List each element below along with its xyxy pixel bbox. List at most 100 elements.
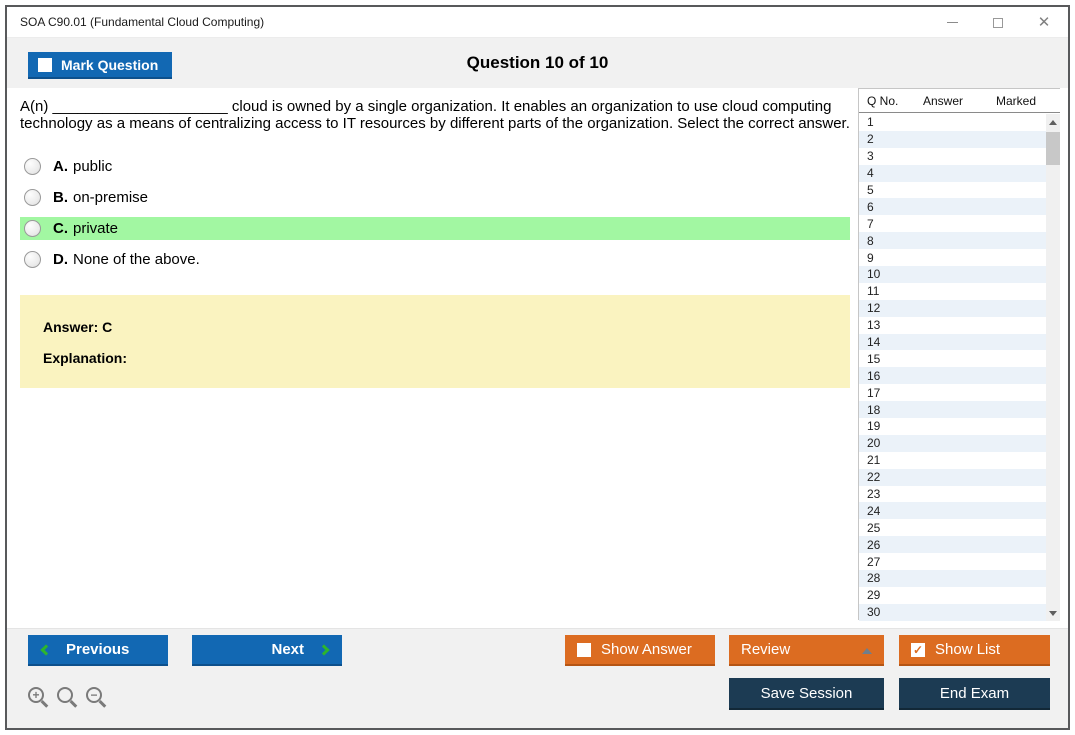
- option-b-row[interactable]: B. on-premise: [20, 186, 850, 209]
- cell-c-qno: 18: [867, 402, 881, 417]
- explanation-label: Explanation:: [43, 350, 128, 366]
- cell-c-qno: 2: [867, 132, 874, 147]
- window-controls: ✕: [944, 7, 1052, 38]
- question-list-row[interactable]: 2: [859, 130, 1047, 148]
- question-list-row[interactable]: 21: [859, 452, 1047, 469]
- save-session-button[interactable]: Save Session: [729, 678, 884, 710]
- question-list-row[interactable]: 28: [859, 570, 1047, 587]
- option-c-radio[interactable]: [24, 220, 41, 237]
- question-list-row[interactable]: 3: [859, 148, 1047, 165]
- cell-c-qno: 28: [867, 571, 881, 586]
- question-list-scrollbar[interactable]: [1046, 114, 1060, 621]
- cell-c-qno: 27: [867, 554, 881, 569]
- question-list-row[interactable]: 5: [859, 182, 1047, 199]
- cell-c-qno: 23: [867, 487, 881, 502]
- review-label: Review: [741, 641, 791, 658]
- option-d-row[interactable]: D. None of the above.: [20, 248, 850, 271]
- question-list-panel: Q No. Answer Marked 1 2 3 4 5 6 7 8 9 10 11 12 13 14 1…: [858, 88, 1060, 621]
- previous-button[interactable]: Previous: [28, 635, 168, 666]
- show-answer-button[interactable]: Show Answer: [565, 635, 715, 666]
- question-list-row[interactable]: 22: [859, 468, 1047, 486]
- option-text: None of the above.: [73, 251, 200, 268]
- question-list-row[interactable]: 20: [859, 434, 1047, 452]
- next-button[interactable]: Next: [192, 635, 342, 666]
- cell-c-qno: 25: [867, 520, 881, 535]
- question-list-row[interactable]: 18: [859, 401, 1047, 419]
- option-text: private: [73, 220, 119, 237]
- question-list-row[interactable]: 1: [859, 114, 1047, 131]
- question-list-row[interactable]: 25: [859, 519, 1047, 536]
- zoom-out-icon[interactable]: −: [86, 687, 102, 703]
- scroll-up-icon[interactable]: [1046, 114, 1060, 130]
- question-list-row[interactable]: 19: [859, 418, 1047, 435]
- chevron-up-icon: [862, 648, 872, 654]
- option-letter: A.: [53, 158, 68, 175]
- cell-c-qno: 16: [867, 368, 881, 383]
- question-list-row[interactable]: 12: [859, 299, 1047, 317]
- question-list-row[interactable]: 17: [859, 384, 1047, 401]
- zoom-in-icon[interactable]: +: [28, 687, 44, 703]
- answer-box: Answer: C Explanation:: [20, 295, 850, 388]
- cell-c-qno: 19: [867, 419, 881, 434]
- end-exam-button[interactable]: End Exam: [899, 678, 1050, 710]
- question-list-row[interactable]: 8: [859, 232, 1047, 250]
- mark-question-checkbox[interactable]: [38, 57, 52, 72]
- question-list-row[interactable]: 10: [859, 266, 1047, 283]
- option-a-radio[interactable]: [24, 158, 41, 175]
- scrollbar-thumb[interactable]: [1046, 132, 1060, 165]
- cell-c-qno: 7: [867, 216, 874, 231]
- question-list-row[interactable]: 23: [859, 486, 1047, 503]
- question-list-row[interactable]: 14: [859, 333, 1047, 351]
- option-letter: C.: [53, 220, 68, 237]
- maximize-icon[interactable]: [990, 15, 1006, 31]
- question-list-row[interactable]: 11: [859, 283, 1047, 300]
- option-c-row[interactable]: C. private: [20, 217, 850, 240]
- scroll-down-icon[interactable]: [1046, 605, 1060, 621]
- cell-c-qno: 15: [867, 351, 881, 366]
- cell-c-qno: 5: [867, 183, 874, 197]
- cell-c-qno: 20: [867, 436, 881, 451]
- question-list-row[interactable]: 4: [859, 164, 1047, 182]
- question-list-row[interactable]: 26: [859, 536, 1047, 554]
- column-header-qno: Q No.: [867, 94, 899, 108]
- close-icon[interactable]: ✕: [1037, 14, 1051, 31]
- cell-c-qno: 30: [867, 605, 881, 620]
- cell-c-qno: 3: [867, 149, 874, 164]
- question-list-row[interactable]: 9: [859, 249, 1047, 266]
- show-answer-checkbox[interactable]: [577, 642, 591, 657]
- option-d-radio[interactable]: [24, 251, 41, 268]
- chevron-left-icon: [40, 643, 52, 656]
- window-title: SOA C90.01 (Fundamental Cloud Computing): [20, 15, 265, 29]
- question-list-row[interactable]: 6: [859, 198, 1047, 216]
- minimize-icon[interactable]: [944, 15, 960, 31]
- app-window: SOA C90.01 (Fundamental Cloud Computing)…: [5, 5, 1070, 730]
- review-button[interactable]: Review: [729, 635, 884, 666]
- mark-question-button[interactable]: Mark Question: [28, 52, 173, 79]
- option-letter: D.: [53, 251, 68, 268]
- zoom-reset-icon[interactable]: [57, 687, 73, 703]
- cell-c-qno: 9: [867, 250, 874, 265]
- question-list-row[interactable]: 24: [859, 502, 1047, 520]
- question-list-row[interactable]: 30: [859, 603, 1047, 621]
- cell-c-qno: 14: [867, 335, 881, 350]
- question-list-row[interactable]: 29: [859, 587, 1047, 604]
- chevron-right-icon: [318, 643, 330, 656]
- question-list-row[interactable]: 27: [859, 553, 1047, 570]
- option-letter: B.: [53, 189, 68, 206]
- show-list-button[interactable]: Show List: [899, 635, 1050, 666]
- cell-c-qno: 4: [867, 166, 874, 181]
- show-list-checkbox[interactable]: [911, 642, 925, 657]
- cell-c-qno: 6: [867, 199, 874, 214]
- cell-c-qno: 21: [867, 453, 881, 468]
- question-list-row[interactable]: 15: [859, 350, 1047, 367]
- mark-question-label: Mark Question: [61, 56, 159, 73]
- question-list-row[interactable]: 7: [859, 215, 1047, 232]
- zoom-tools: + −: [28, 687, 102, 703]
- question-list-row[interactable]: 16: [859, 367, 1047, 385]
- cell-c-qno: 11: [867, 284, 880, 299]
- option-b-radio[interactable]: [24, 189, 41, 206]
- cell-c-qno: 17: [867, 385, 881, 400]
- option-a-row[interactable]: A. public: [20, 155, 850, 178]
- question-list-row[interactable]: 13: [859, 317, 1047, 334]
- cell-c-qno: 10: [867, 267, 881, 282]
